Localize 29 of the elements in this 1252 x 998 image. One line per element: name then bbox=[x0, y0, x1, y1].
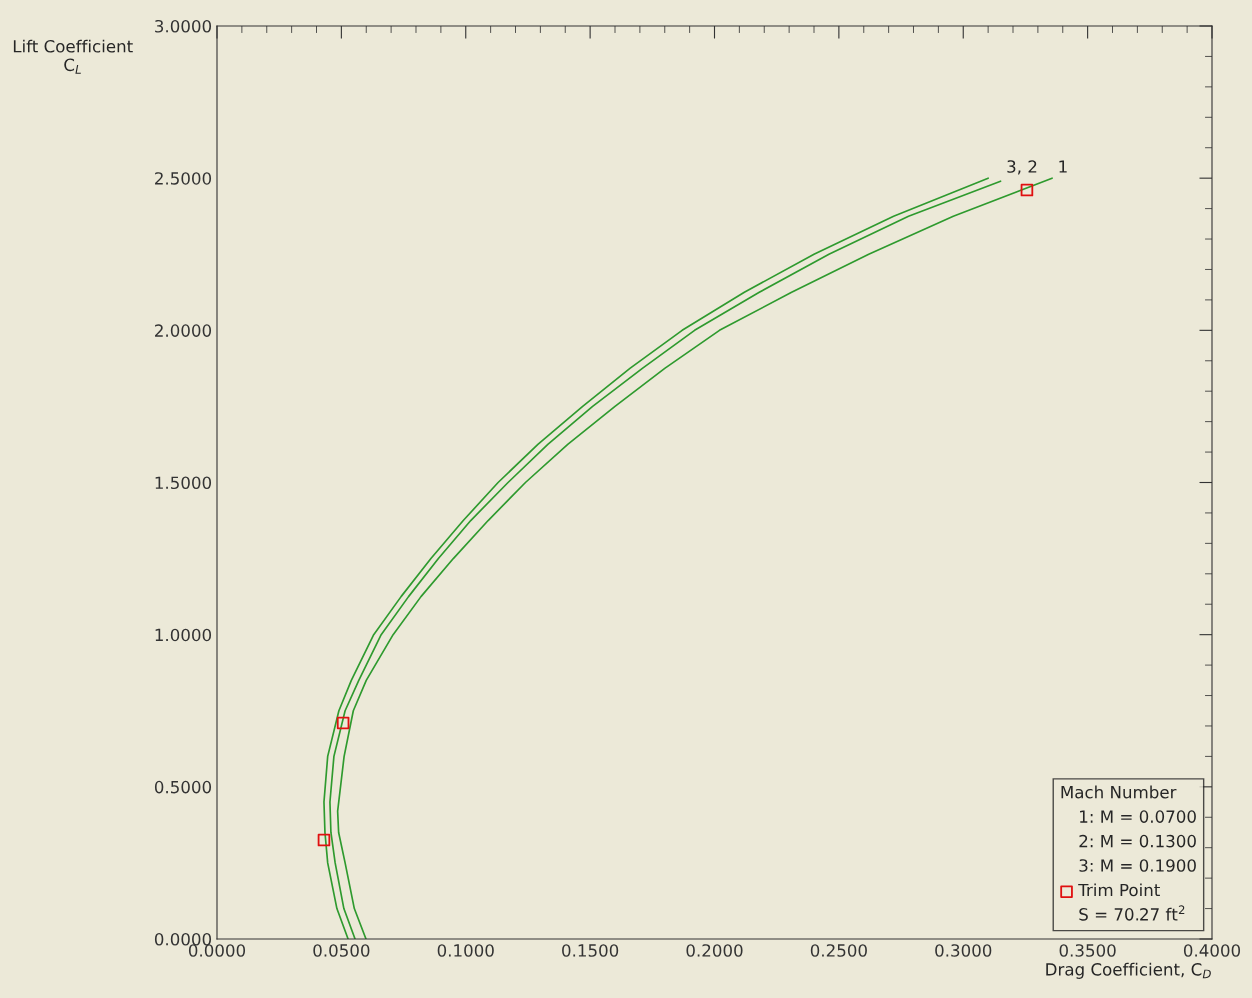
annotation: 3, 2 bbox=[1007, 160, 1037, 175]
x-tick-label: 0.3000 bbox=[935, 944, 992, 957]
x-tick-label: 0.2000 bbox=[686, 944, 743, 957]
x-tick-label: 0.0000 bbox=[188, 944, 246, 957]
legend-title: Mach Number bbox=[1061, 785, 1177, 799]
y-tick-label: 1.5000 bbox=[155, 476, 212, 490]
y-tick-label: 1.0000 bbox=[155, 628, 212, 642]
x-tick-label: 0.1500 bbox=[562, 944, 619, 957]
x-axis-title: Drag Coefficient, C$_{D}$ bbox=[1046, 962, 1211, 979]
y-tick-label: 0.0000 bbox=[154, 932, 212, 946]
annotation: 3: M = 0.1900 bbox=[1079, 859, 1196, 872]
y-tick-label: 0.5000 bbox=[154, 780, 212, 794]
legend-label: Trim Point bbox=[1078, 883, 1160, 897]
annotation: 2: M = 0.1300 bbox=[1079, 834, 1196, 848]
annotation: 1: M = 0.0700 bbox=[1080, 810, 1196, 823]
y-tick-label: 3.0000 bbox=[155, 19, 212, 33]
x-tick-label: 0.4000 bbox=[1183, 944, 1241, 957]
x-tick-label: 0.2500 bbox=[810, 944, 867, 957]
y-axis-title: Lift Coefficient C$_{L}$ bbox=[13, 39, 133, 74]
x-tick-label: 0.3500 bbox=[1059, 944, 1116, 957]
y-tick-label: 2.0000 bbox=[155, 324, 212, 337]
point bbox=[1020, 183, 1034, 197]
annotation: S = 70.27 ft$^{2}$ bbox=[1079, 905, 1185, 921]
point bbox=[336, 716, 350, 730]
x-tick-label: 0.1000 bbox=[437, 944, 494, 957]
point bbox=[317, 833, 331, 847]
annotation: 1 bbox=[1059, 160, 1067, 173]
y-tick-label: 2.5000 bbox=[155, 172, 212, 185]
x-tick-label: 0.0500 bbox=[313, 944, 370, 957]
